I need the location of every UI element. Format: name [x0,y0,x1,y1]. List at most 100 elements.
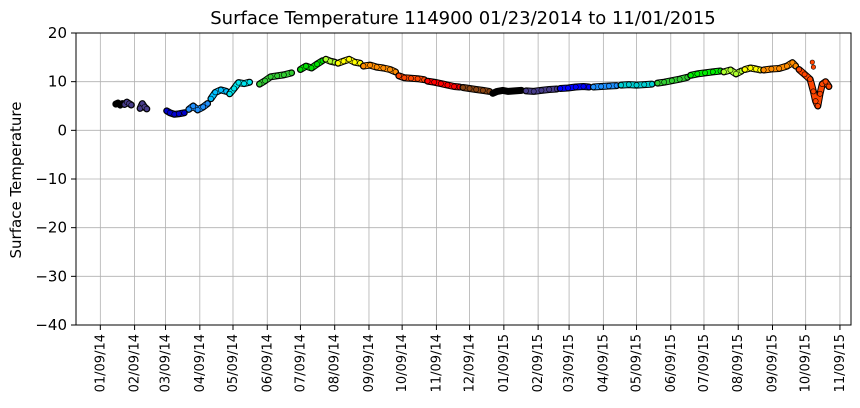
data-point [444,82,451,88]
data-point [194,106,201,113]
data-point [694,70,701,77]
data-point [687,72,694,79]
data-point [538,87,545,94]
data-point [546,86,553,93]
plot-data [112,55,833,118]
data-point [590,84,597,90]
data-point [598,83,605,90]
x-tick-label: 07/09/15 [697,334,712,392]
data-point [200,104,207,110]
y-tick-label: −40 [35,316,67,334]
series-line [590,83,620,90]
x-tick-label: 08/09/15 [731,334,746,392]
data-point [801,71,808,78]
data-point [512,88,518,94]
data-point [473,86,480,93]
x-tick-label: 06/09/14 [260,334,275,392]
data-point [314,61,320,68]
data-point [709,69,716,75]
data-point [190,103,197,109]
x-tick-label: 02/09/15 [531,334,546,392]
data-point [812,98,819,105]
data-point [267,73,274,80]
data-point [499,87,506,94]
data-point [451,83,458,90]
data-point [437,80,444,87]
data-point [143,106,150,112]
data-point [241,80,247,87]
data-point [625,81,632,88]
data-point [741,66,748,73]
y-tick-label: 20 [48,24,67,42]
data-point [776,65,783,72]
x-tick-label: 10/09/14 [395,334,410,392]
y-tick-label: −10 [35,170,67,188]
data-point [395,72,402,79]
data-point [727,67,734,73]
data-point [796,66,802,73]
data-point [288,70,295,76]
y-axis-label: Surface Temperature [7,102,25,259]
data-point [231,85,237,92]
x-tick-label: 01/09/15 [497,334,512,392]
x-tick-label: 09/09/14 [362,334,377,392]
data-point [720,69,727,75]
y-tick-label: −20 [35,219,67,237]
data-point [460,84,466,91]
data-point [424,78,431,85]
data-point [466,85,473,92]
x-tick-label: 03/09/14 [159,334,174,392]
data-point [580,83,587,90]
data-point [414,75,421,82]
x-tick-label: 12/09/14 [463,334,478,392]
data-point [340,58,347,65]
data-point [181,109,188,116]
data-point [807,76,813,83]
data-point [825,83,832,90]
x-tick-label: 06/09/15 [664,334,679,392]
data-point [204,100,211,107]
data-point [760,67,767,73]
x-tick-label: 03/09/15 [562,334,577,392]
data-point [408,75,414,82]
outlier-point [810,64,816,70]
data-point [175,110,182,117]
data-point [565,85,571,91]
data-point [308,65,315,71]
data-point [810,88,817,95]
x-tick-label: 01/09/14 [93,334,108,392]
data-point [217,87,224,93]
data-point [618,82,624,88]
data-point [733,70,739,77]
outlier-point [809,59,815,65]
data-point [212,89,219,96]
series-line [721,67,744,77]
data-point [654,80,661,87]
data-point [387,66,393,73]
chart-title: Surface Temperature 114900 01/23/2014 to… [210,8,715,29]
x-tick-label: 07/09/14 [293,334,308,392]
data-point [505,88,512,95]
data-point [633,82,640,88]
data-point [262,77,268,84]
data-point [431,79,438,86]
data-point [256,81,263,87]
data-point [274,72,281,79]
data-point [661,79,668,86]
x-tick-label: 04/09/14 [193,334,208,392]
x-tick-label: 11/09/15 [833,334,848,392]
data-point [303,63,309,69]
data-point [128,102,135,108]
data-point [401,74,408,81]
x-tick-label: 02/09/14 [128,334,143,392]
x-tick-label: 11/09/14 [429,334,444,392]
data-point [768,66,775,72]
y-tick-label: 10 [48,73,67,91]
y-tick-label: −30 [35,267,67,285]
data-point [747,65,754,71]
data-point [297,66,304,73]
data-point [479,87,486,94]
data-point [185,106,192,113]
data-point [523,88,529,94]
data-point [530,88,537,95]
